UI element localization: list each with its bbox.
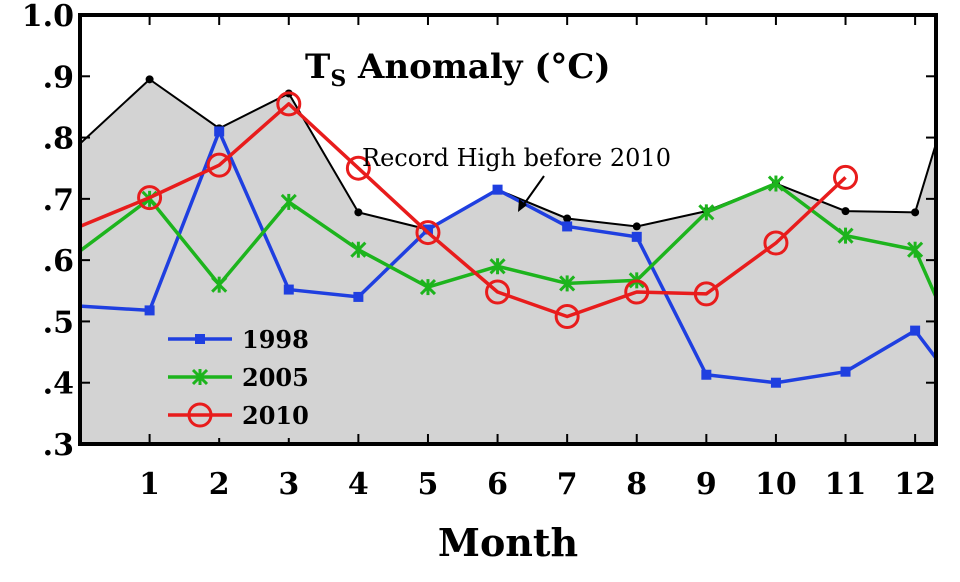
legend-label-2010: 2010	[242, 401, 309, 430]
x-tick-label: 5	[418, 467, 439, 502]
y-tick-label: .8	[43, 122, 74, 157]
data-point-2010	[206, 152, 232, 178]
data-point-2005	[211, 276, 228, 293]
x-tick-label: 10	[755, 467, 797, 502]
data-point-1998	[701, 369, 712, 380]
record-high-point	[354, 208, 363, 217]
data-point-2005	[767, 175, 784, 192]
data-point-2010	[833, 164, 859, 190]
record-high-point	[563, 214, 572, 223]
x-tick-label: 8	[626, 467, 647, 502]
record-high-line	[80, 78, 936, 231]
plot-frame	[78, 13, 938, 446]
data-point-2010	[276, 91, 302, 117]
data-point-1998	[283, 284, 294, 295]
data-point-1998	[770, 377, 781, 388]
data-point-2010	[345, 155, 371, 181]
x-tick-label: 4	[348, 467, 369, 502]
data-point-2005	[907, 241, 924, 258]
data-point-1998	[144, 305, 155, 316]
chart-title-rest: Anomaly (°C)	[346, 47, 610, 87]
data-point-2005	[837, 227, 854, 244]
data-point-1998	[353, 291, 364, 302]
chart-title: TS Anomaly (°C)	[305, 47, 611, 92]
record-high-annotation: Record High before 2010	[362, 144, 671, 172]
y-tick-label: .6	[43, 244, 74, 279]
x-tick-label: 1	[139, 467, 160, 502]
y-tick-label: .5	[43, 305, 74, 340]
chart-title-main: T	[305, 47, 330, 87]
record-high-point	[911, 208, 920, 217]
x-tick-label: 7	[557, 467, 578, 502]
data-point-2010	[415, 220, 441, 246]
record-high-point	[841, 207, 850, 216]
legend-marker-2010	[187, 402, 213, 428]
annotation-arrow	[518, 175, 545, 212]
data-point-1998	[492, 184, 503, 195]
legend-label-2005: 2005	[242, 363, 309, 392]
y-tick-label: .3	[43, 428, 74, 463]
data-point-2005	[350, 241, 367, 258]
record-high-point	[632, 222, 641, 231]
data-point-2005	[559, 275, 576, 292]
data-point-1998	[910, 325, 921, 336]
record-high-point	[145, 75, 154, 84]
data-point-2005	[698, 204, 715, 221]
x-tick-label: 9	[696, 467, 717, 502]
x-tick-label: 2	[209, 467, 230, 502]
series-line-2005	[80, 181, 936, 298]
x-axis-label: Month	[438, 520, 578, 565]
series-line-1998	[80, 129, 936, 385]
legend-marker-2005	[191, 368, 209, 386]
data-point-1998	[422, 224, 433, 235]
x-tick-label: 11	[825, 467, 867, 502]
y-tick-label: .4	[43, 367, 74, 402]
data-point-2010	[624, 279, 650, 305]
y-tick-label: .7	[43, 183, 74, 218]
legend: 1998 2005 2010	[158, 320, 326, 438]
data-point-2005	[489, 258, 506, 275]
y-tick-label: 1.0	[22, 0, 74, 34]
x-tick-label: 6	[487, 467, 508, 502]
data-point-2010	[693, 281, 719, 307]
data-point-2005	[280, 193, 297, 210]
chart-title-subscript: S	[330, 66, 346, 92]
data-point-1998	[214, 126, 225, 137]
legend-marker-1998	[195, 334, 205, 344]
data-point-1998	[562, 221, 573, 232]
y-tick-label: .9	[43, 60, 74, 95]
data-point-2010	[485, 279, 511, 305]
data-point-2005	[419, 279, 437, 296]
data-point-1998	[840, 366, 851, 377]
data-point-2010	[137, 185, 163, 211]
series-line-2010	[80, 102, 847, 319]
data-point-2010	[763, 230, 789, 256]
x-tick-label: 3	[278, 467, 299, 502]
legend-label-1998: 1998	[242, 325, 309, 354]
data-point-2010	[554, 304, 580, 330]
data-point-1998	[631, 231, 642, 242]
x-tick-label: 12	[894, 467, 936, 502]
